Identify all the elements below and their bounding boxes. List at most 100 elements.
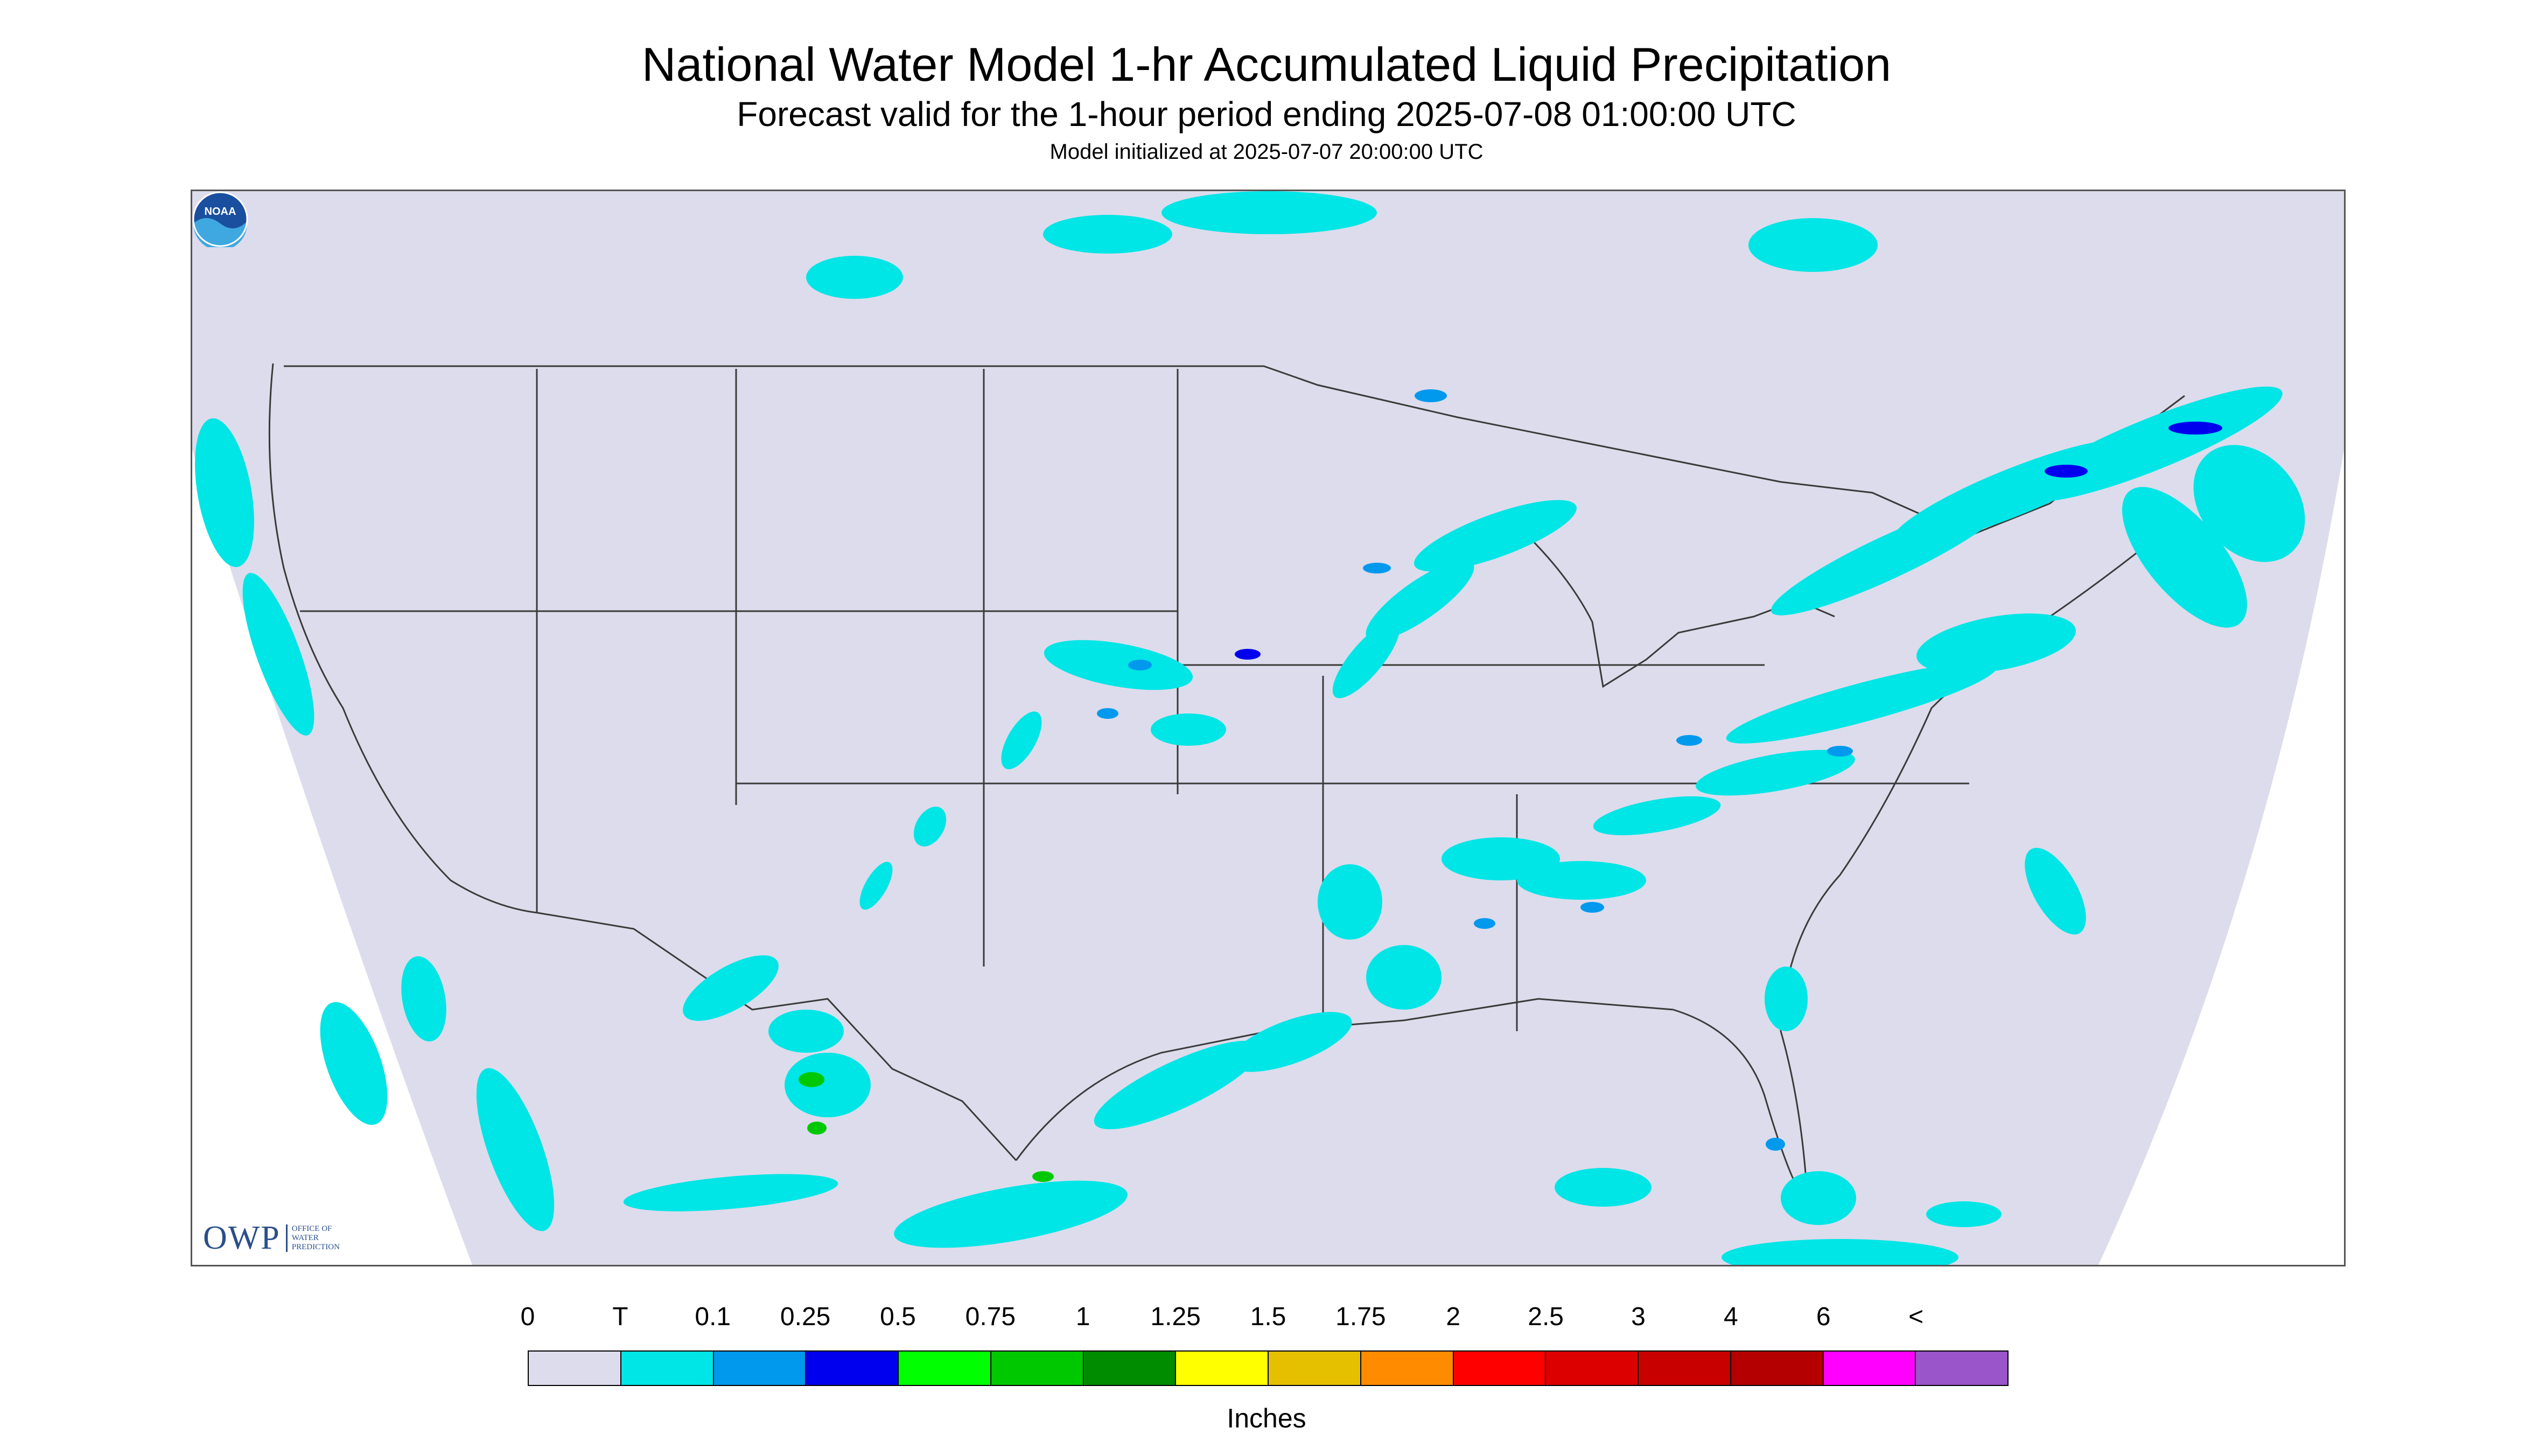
heavier-precip-core [1032,1171,1054,1182]
legend-units: Inches [1227,1403,1306,1433]
boundaries [268,363,2185,1205]
legend-label: 2 [1446,1303,1461,1331]
owp-logo-subtext: OFFICE OF WATER PREDICTION [285,1224,340,1252]
legend-swatch [621,1352,714,1385]
legend-swatch [1176,1352,1269,1385]
legend-label: T [612,1303,628,1331]
legend-colorbar [528,1350,2009,1386]
trace-precip-area [913,807,947,846]
heavier-precip-core [2045,465,2088,478]
trace-precip-area [1414,500,1577,572]
trace-precip-area [1722,1239,1958,1265]
trace-precip-area [894,1180,1128,1248]
svg-text:NOAA: NOAA [205,206,236,218]
trace-precip-area [401,956,446,1042]
legend-label: 3 [1631,1303,1646,1331]
east-coast [1780,513,2185,1204]
trace-precip-area [1696,750,1855,796]
trace-precip-area [806,256,903,299]
trace-precip-area [2122,487,2247,628]
legend-swatch [529,1352,621,1385]
legend-label: 1 [1075,1303,1090,1331]
owp-logo: OWP OFFICE OF WATER PREDICTION [203,1219,340,1257]
precipitation-map: OWP OFFICE OF WATER PREDICTION NOAA [191,190,2346,1266]
precipitation-areas [195,191,2305,1265]
legend-label: 2.5 [1528,1303,1564,1331]
trace-precip-area [1043,215,1172,254]
trace-precip-area [1001,711,1042,769]
owp-logo-text: OWP [203,1220,281,1256]
trace-precip-area [785,1053,871,1117]
legend-label: 0.5 [880,1303,916,1331]
heavier-precip-core [1097,708,1118,719]
trace-precip-area [242,573,314,736]
trace-precip-area [683,955,779,1021]
legend-swatch [1546,1352,1639,1385]
trace-precip-area [1781,1171,1856,1225]
legend-swatch [1453,1352,1547,1385]
legend-swatch [991,1352,1084,1385]
heavier-precip-core [807,1122,827,1135]
trace-precip-area [2193,445,2305,562]
legend-label: 1.75 [1335,1303,1386,1331]
heavier-precip-core [1363,563,1391,573]
heavier-precip-core [1474,918,1495,929]
legend-swatch [1083,1352,1177,1385]
heavier-precip-core [1415,389,1447,402]
trace-precip-area [1517,861,1646,900]
trace-precip-area [1926,1201,2002,1227]
legend-swatch [899,1352,991,1385]
trace-precip-area [1593,796,1721,836]
trace-precip-area [1366,945,1442,1010]
legend-label: 1.25 [1150,1303,1201,1331]
legend-label: 0.25 [780,1303,831,1331]
trace-precip-area [1765,967,1808,1031]
trace-precip-area [1366,560,1474,641]
legend-label: 4 [1724,1303,1738,1331]
heavier-precip-core [1676,735,1702,746]
trace-precip-area [1318,864,1382,940]
legend-labels: 0 T 0.1 0.25 0.5 0.75 1 1.25 1.5 1.75 2 2.5 3 4 6 < [0,1302,2533,1334]
legend-label: 0.75 [965,1303,1016,1331]
legend-swatch [713,1352,807,1385]
trace-precip-area [1332,621,1400,698]
chart-subtitle: Forecast valid for the 1-hour period end… [737,95,1796,134]
model-init-time: Model initialized at 2025-07-07 20:00:00… [1049,140,1484,164]
map-canvas [192,191,2344,1265]
trace-precip-area [1771,499,2006,615]
legend-label: 0.1 [695,1303,731,1331]
great-lakes [1527,535,1835,688]
legend-swatch [1823,1352,1916,1385]
legend-swatch [1361,1352,1454,1385]
legend-swatch [806,1352,899,1385]
heavier-precip-core [1827,746,1853,757]
heavier-precip-core [1766,1138,1785,1151]
trace-precip-area [1555,1168,1652,1207]
legend-label: 6 [1816,1303,1831,1331]
trace-precip-area [768,1010,844,1053]
trace-precip-area [476,1068,555,1231]
trace-precip-area [1161,191,1377,234]
west-coast [268,363,537,914]
trace-precip-area [1748,218,1878,272]
trace-precip-area [320,1002,388,1125]
legend-label: 0 [520,1303,535,1331]
legend-label: 1.5 [1250,1303,1286,1331]
mexico-border [536,912,1017,1161]
trace-precip-area [1916,613,2076,674]
trace-precip-area [623,1174,838,1212]
legend-swatch [1731,1352,1824,1385]
chart-title: National Water Model 1-hr Accumulated Li… [641,38,1892,91]
trace-precip-area [859,862,893,910]
heavier-precip-core [799,1072,824,1087]
legend-label: < [1908,1303,1924,1331]
trace-precip-area [195,418,254,568]
trace-precip-area [1229,1012,1352,1072]
heavier-precip-core [1128,660,1152,670]
trace-precip-area [2025,848,2086,935]
heavier-precip-core [1580,902,1604,913]
trace-precip-area [1726,662,1997,744]
noaa-logo: NOAA [192,191,248,247]
legend-swatch [1269,1352,1361,1385]
trace-precip-area [1094,1040,1262,1130]
